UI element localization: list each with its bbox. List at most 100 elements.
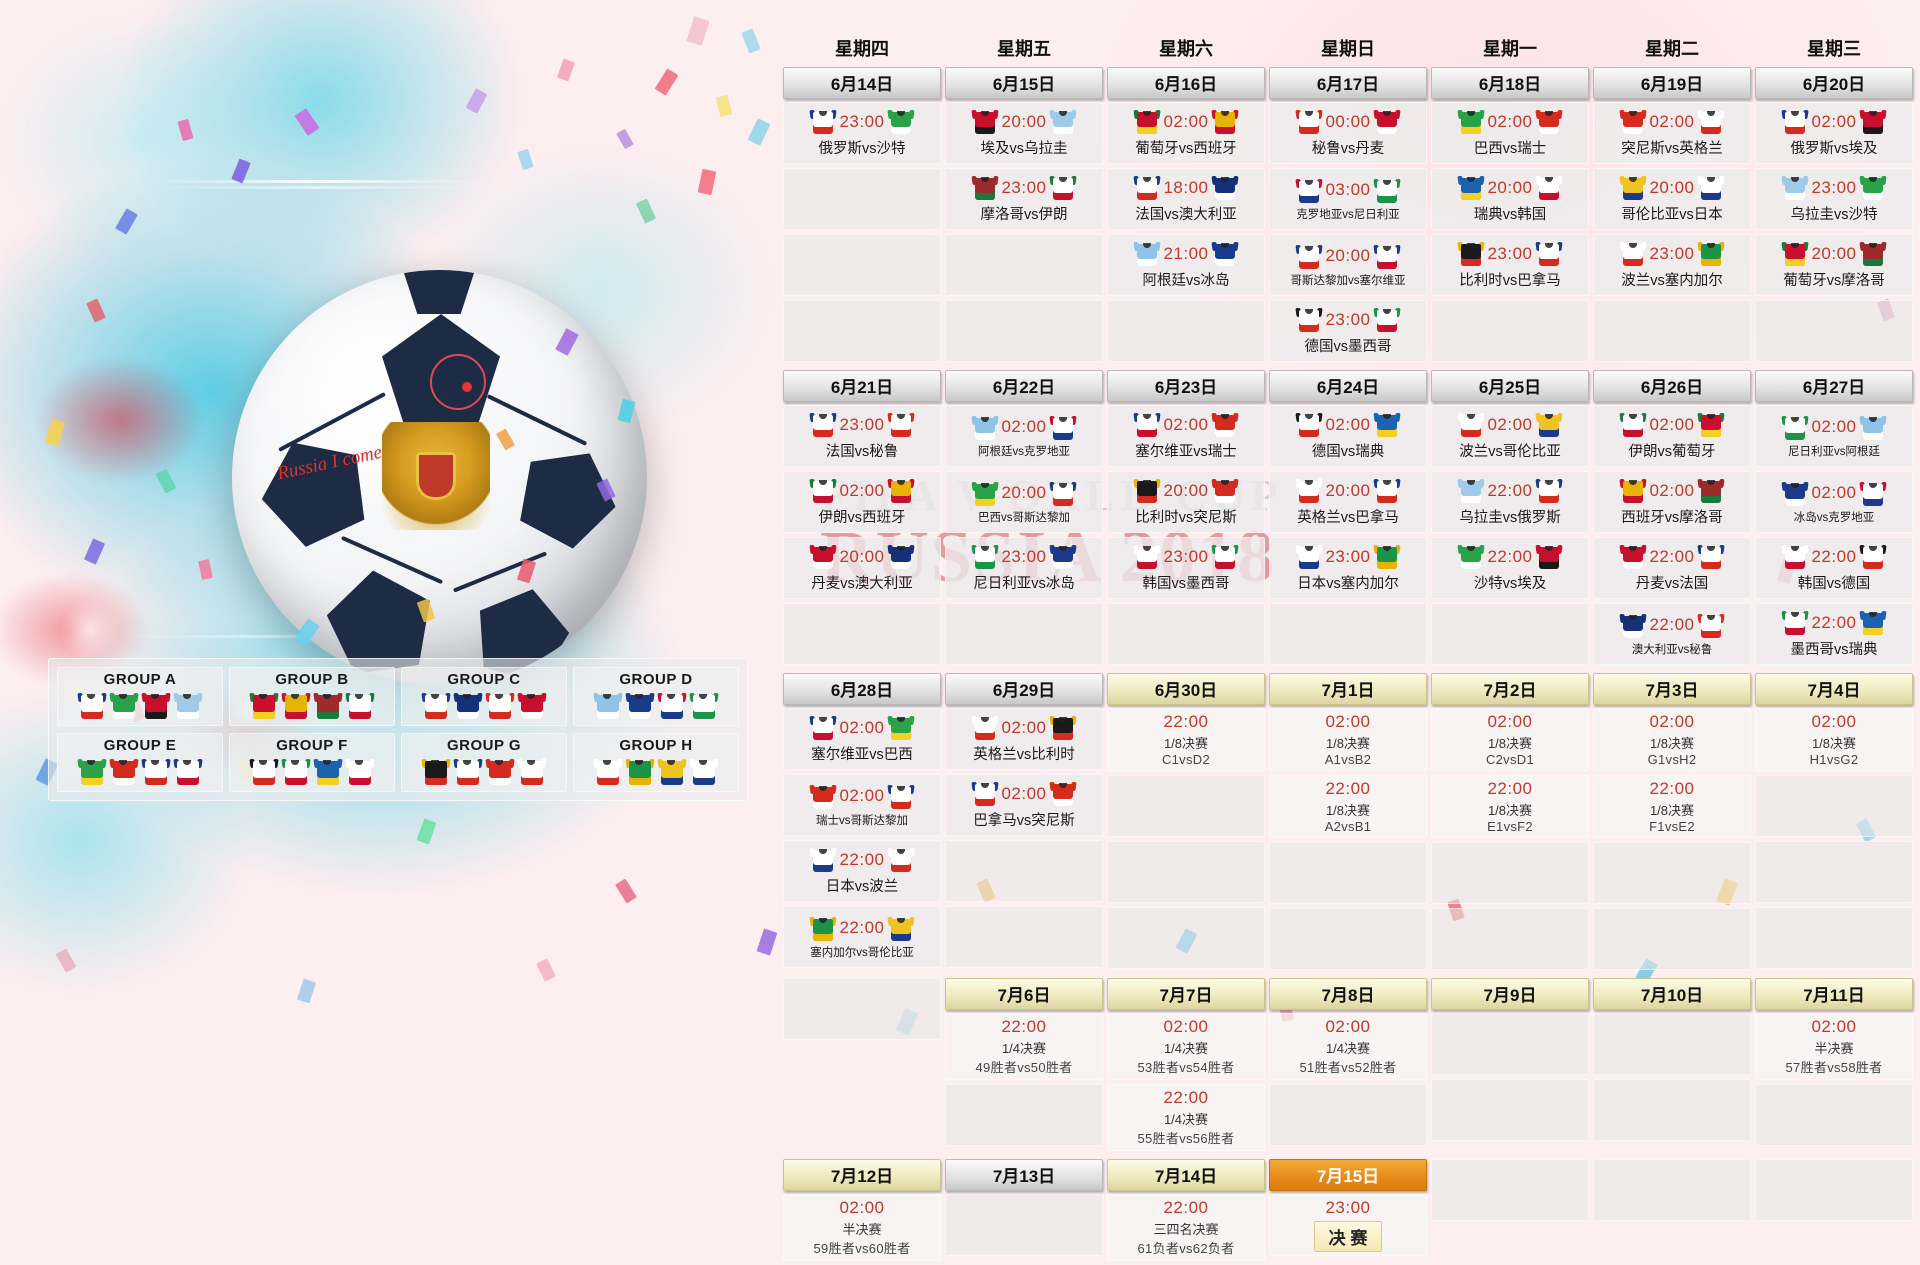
date-header-7月4日[interactable]: 7月4日: [1755, 673, 1913, 705]
match-card[interactable]: 02:00 尼日利亚vs阿根廷: [1755, 405, 1913, 467]
match-card[interactable]: 02:00 1/8决赛 G1vsH2: [1593, 708, 1751, 771]
date-header-7月3日[interactable]: 7月3日: [1593, 673, 1751, 705]
date-header-6月21日[interactable]: 6月21日: [783, 370, 941, 402]
date-header-7月11日[interactable]: 7月11日: [1755, 978, 1913, 1010]
match-card[interactable]: 20:00 哥伦比亚vs日本: [1593, 168, 1751, 230]
date-header-7月12日[interactable]: 7月12日: [783, 1159, 941, 1191]
match-card[interactable]: 02:00 塞尔维亚vs瑞士: [1107, 405, 1265, 467]
match-card[interactable]: 23:00 决 赛: [1269, 1194, 1427, 1256]
match-card[interactable]: 02:00 瑞士vs哥斯达黎加: [783, 774, 941, 836]
match-card[interactable]: 23:00 波兰vs塞内加尔: [1593, 234, 1751, 296]
match-card[interactable]: 22:00 1/4决赛 49胜者vs50胜者: [945, 1013, 1103, 1080]
date-header-6月20日[interactable]: 6月20日: [1755, 67, 1913, 99]
match-card[interactable]: 02:00 突尼斯vs英格兰: [1593, 102, 1751, 164]
date-header-6月18日[interactable]: 6月18日: [1431, 67, 1589, 99]
match-card[interactable]: 02:00 1/4决赛 51胜者vs52胜者: [1269, 1013, 1427, 1080]
group-card-group-b[interactable]: GROUP B: [229, 667, 395, 726]
match-card[interactable]: 02:00 1/8决赛 A1vsB2: [1269, 708, 1427, 771]
date-header-6月26日[interactable]: 6月26日: [1593, 370, 1751, 402]
match-card[interactable]: 02:00 巴西vs瑞士: [1431, 102, 1589, 164]
date-header-7月6日[interactable]: 7月6日: [945, 978, 1103, 1010]
date-header-7月10日[interactable]: 7月10日: [1593, 978, 1751, 1010]
match-card[interactable]: 02:00 波兰vs哥伦比亚: [1431, 405, 1589, 467]
date-header-6月19日[interactable]: 6月19日: [1593, 67, 1751, 99]
match-card[interactable]: 22:00 塞内加尔vs哥伦比亚: [783, 906, 941, 968]
match-card[interactable]: 02:00 1/4决赛 53胜者vs54胜者: [1107, 1013, 1265, 1080]
date-header-6月22日[interactable]: 6月22日: [945, 370, 1103, 402]
date-header-7月13日[interactable]: 7月13日: [945, 1159, 1103, 1191]
match-card[interactable]: 23:00 德国vs墨西哥: [1269, 300, 1427, 362]
match-card[interactable]: 02:00 阿根廷vs克罗地亚: [945, 405, 1103, 467]
date-header-6月25日[interactable]: 6月25日: [1431, 370, 1589, 402]
match-card[interactable]: 22:00 1/8决赛 C1vsD2: [1107, 708, 1265, 771]
match-card[interactable]: 23:00 比利时vs巴拿马: [1431, 234, 1589, 296]
date-header-7月14日[interactable]: 7月14日: [1107, 1159, 1265, 1191]
match-card[interactable]: 02:00 半决赛 59胜者vs60胜者: [783, 1194, 941, 1261]
match-card[interactable]: 22:00 澳大利亚vs秘鲁: [1593, 603, 1751, 665]
date-header-7月1日[interactable]: 7月1日: [1269, 673, 1427, 705]
match-card[interactable]: 02:00 冰岛vs克罗地亚: [1755, 471, 1913, 533]
match-card[interactable]: 02:00 俄罗斯vs埃及: [1755, 102, 1913, 164]
match-card[interactable]: 22:00 1/8决赛 A2vsB1: [1269, 775, 1427, 838]
date-header-6月27日[interactable]: 6月27日: [1755, 370, 1913, 402]
match-card[interactable]: 23:00 尼日利亚vs冰岛: [945, 537, 1103, 599]
date-header-7月2日[interactable]: 7月2日: [1431, 673, 1589, 705]
match-card[interactable]: 02:00 伊朗vs葡萄牙: [1593, 405, 1751, 467]
group-card-group-f[interactable]: GROUP F: [229, 733, 395, 792]
match-card[interactable]: 02:00 半决赛 57胜者vs58胜者: [1755, 1013, 1913, 1080]
match-card[interactable]: 22:00 1/8决赛 E1vsF2: [1431, 775, 1589, 838]
match-card[interactable]: 22:00 墨西哥vs瑞典: [1755, 603, 1913, 665]
group-card-group-e[interactable]: GROUP E: [57, 733, 223, 792]
group-card-group-g[interactable]: GROUP G: [401, 733, 567, 792]
match-card[interactable]: 22:00 三四名决赛 61负者vs62负者: [1107, 1194, 1265, 1261]
date-header-6月30日[interactable]: 6月30日: [1107, 673, 1265, 705]
match-card[interactable]: 02:00 西班牙vs摩洛哥: [1593, 471, 1751, 533]
match-card[interactable]: 20:00 巴西vs哥斯达黎加: [945, 471, 1103, 533]
date-header-6月29日[interactable]: 6月29日: [945, 673, 1103, 705]
date-header-6月28日[interactable]: 6月28日: [783, 673, 941, 705]
match-card[interactable]: 22:00 沙特vs埃及: [1431, 537, 1589, 599]
match-card[interactable]: 02:00 1/8决赛 C2vsD1: [1431, 708, 1589, 771]
match-card[interactable]: 22:00 日本vs波兰: [783, 840, 941, 902]
match-card[interactable]: 23:00 韩国vs墨西哥: [1107, 537, 1265, 599]
match-card[interactable]: 02:00 伊朗vs西班牙: [783, 471, 941, 533]
match-card[interactable]: 22:00 1/8决赛 F1vsE2: [1593, 775, 1751, 838]
match-card[interactable]: 23:00 乌拉圭vs沙特: [1755, 168, 1913, 230]
match-card[interactable]: 20:00 埃及vs乌拉圭: [945, 102, 1103, 164]
match-card[interactable]: 20:00 哥斯达黎加vs塞尔维亚: [1269, 234, 1427, 296]
match-card[interactable]: 22:00 韩国vs德国: [1755, 537, 1913, 599]
date-header-6月23日[interactable]: 6月23日: [1107, 370, 1265, 402]
match-card[interactable]: 23:00 摩洛哥vs伊朗: [945, 168, 1103, 230]
match-card[interactable]: 23:00 法国vs秘鲁: [783, 405, 941, 467]
date-header-6月17日[interactable]: 6月17日: [1269, 67, 1427, 99]
match-card[interactable]: 02:00 巴拿马vs突尼斯: [945, 774, 1103, 836]
match-card[interactable]: 02:00 英格兰vs比利时: [945, 708, 1103, 770]
match-card[interactable]: 20:00 葡萄牙vs摩洛哥: [1755, 234, 1913, 296]
match-card[interactable]: 02:00 德国vs瑞典: [1269, 405, 1427, 467]
match-card[interactable]: 02:00 葡萄牙vs西班牙: [1107, 102, 1265, 164]
match-card[interactable]: 20:00 丹麦vs澳大利亚: [783, 537, 941, 599]
date-header-7月7日[interactable]: 7月7日: [1107, 978, 1265, 1010]
match-card[interactable]: 21:00 阿根廷vs冰岛: [1107, 234, 1265, 296]
group-card-group-a[interactable]: GROUP A: [57, 667, 223, 726]
match-card[interactable]: 03:00 克罗地亚vs尼日利亚: [1269, 168, 1427, 230]
date-header-7月8日[interactable]: 7月8日: [1269, 978, 1427, 1010]
group-card-group-c[interactable]: GROUP C: [401, 667, 567, 726]
match-card[interactable]: 22:00 丹麦vs法国: [1593, 537, 1751, 599]
date-header-6月16日[interactable]: 6月16日: [1107, 67, 1265, 99]
date-header-7月9日[interactable]: 7月9日: [1431, 978, 1589, 1010]
match-card[interactable]: 22:00 乌拉圭vs俄罗斯: [1431, 471, 1589, 533]
date-header-6月14日[interactable]: 6月14日: [783, 67, 941, 99]
match-card[interactable]: 20:00 英格兰vs巴拿马: [1269, 471, 1427, 533]
date-header-6月15日[interactable]: 6月15日: [945, 67, 1103, 99]
match-card[interactable]: 22:00 1/4决赛 55胜者vs56胜者: [1107, 1084, 1265, 1151]
match-card[interactable]: 20:00 比利时vs突尼斯: [1107, 471, 1265, 533]
match-card[interactable]: 18:00 法国vs澳大利亚: [1107, 168, 1265, 230]
date-header-7月15日[interactable]: 7月15日: [1269, 1159, 1427, 1191]
match-card[interactable]: 23:00 俄罗斯vs沙特: [783, 102, 941, 164]
match-card[interactable]: 23:00 日本vs塞内加尔: [1269, 537, 1427, 599]
date-header-6月24日[interactable]: 6月24日: [1269, 370, 1427, 402]
group-card-group-h[interactable]: GROUP H: [573, 733, 739, 792]
match-card[interactable]: 00:00 秘鲁vs丹麦: [1269, 102, 1427, 164]
group-card-group-d[interactable]: GROUP D: [573, 667, 739, 726]
